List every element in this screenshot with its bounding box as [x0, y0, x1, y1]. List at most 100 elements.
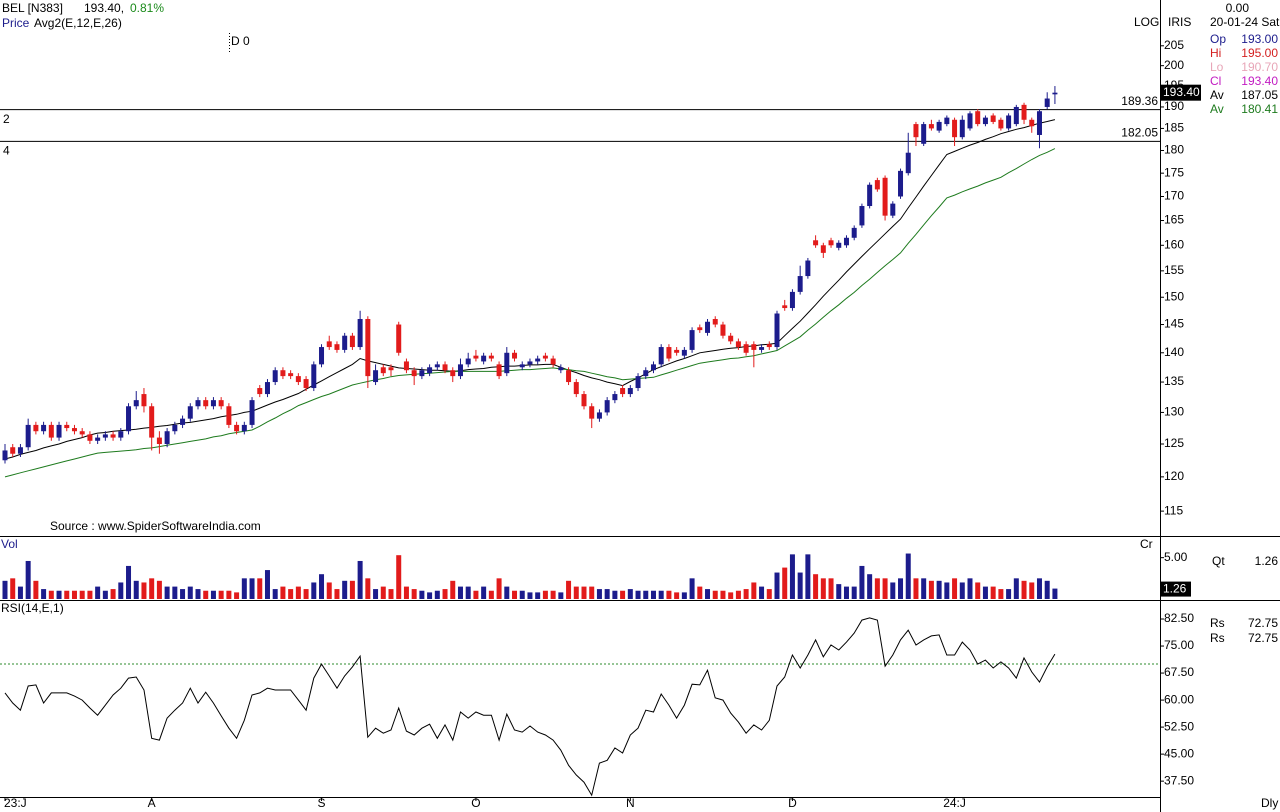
volume-bar	[982, 586, 988, 599]
level-tag: 4	[3, 144, 10, 158]
candle-body	[805, 260, 811, 277]
y-tick-label: 52.50	[1164, 719, 1194, 733]
candle-body	[349, 335, 355, 348]
volume-bar	[504, 586, 510, 599]
info-value: 195.00	[1241, 46, 1278, 60]
y-tick-label: 205	[1164, 38, 1184, 52]
volume-bar	[342, 580, 348, 599]
volume-bar	[813, 574, 819, 599]
candle-body	[921, 124, 927, 144]
candle-body	[573, 382, 579, 395]
y-tick-label: 125	[1164, 436, 1184, 450]
candle-body	[843, 237, 849, 246]
symbol-title: BEL [N383]	[2, 1, 63, 15]
volume-bar	[357, 560, 363, 599]
candle-body	[944, 117, 950, 125]
candle-body	[71, 428, 77, 432]
volume-bar	[735, 590, 741, 599]
candle-body	[25, 424, 31, 448]
volume-bar	[442, 589, 448, 599]
volume-bar	[820, 578, 826, 599]
volume-bar	[118, 582, 124, 599]
level-tag: 2	[3, 112, 10, 126]
volume-bar	[218, 590, 224, 599]
candle-body	[234, 424, 240, 432]
volume-bar	[596, 589, 602, 599]
candle-body	[697, 327, 703, 331]
volume-bar	[928, 580, 934, 599]
candle-body	[465, 358, 471, 365]
candle-body	[519, 364, 525, 368]
volume-bar	[728, 592, 734, 599]
volume-bar	[512, 590, 518, 599]
source: Source : www.SpiderSoftwareIndia.com	[50, 519, 261, 533]
candle-body	[774, 313, 780, 348]
volume-bar	[434, 590, 440, 599]
change-points: 0.00	[1226, 1, 1250, 15]
price-box-label: 193.40	[1163, 85, 1200, 99]
volume-bar	[697, 586, 703, 599]
candle-body	[627, 388, 633, 395]
volume-bar	[581, 586, 587, 599]
candle-body	[373, 370, 379, 383]
volume-bar	[898, 578, 904, 599]
volume-bar	[280, 586, 286, 599]
candle-body	[1021, 104, 1027, 120]
info-label: Hi	[1210, 46, 1221, 60]
y-tick-label: 145	[1164, 317, 1184, 331]
volume-bar	[604, 589, 610, 599]
volume-bar	[705, 589, 711, 599]
candle-body	[581, 394, 587, 407]
volume-readout-label: Qt	[1212, 554, 1225, 568]
volume-bar	[488, 590, 494, 599]
volume-bar	[805, 554, 811, 599]
candle-body	[17, 447, 23, 454]
candle-body	[766, 344, 772, 348]
y-tick-label: 67.50	[1164, 665, 1194, 679]
volume-bar	[612, 590, 618, 599]
level-label: 182.05	[1121, 126, 1158, 140]
candle-body	[10, 447, 16, 454]
volume-bar	[427, 592, 433, 599]
candle-body	[326, 341, 332, 348]
candle-body	[419, 370, 425, 377]
volume-bar	[187, 586, 193, 599]
volume-bar	[496, 578, 502, 599]
rsi-readout-label: Rs	[1210, 631, 1225, 645]
candle-body	[488, 355, 494, 359]
candle-body	[442, 364, 448, 371]
y-tick-label: 135	[1164, 374, 1184, 388]
info-value: 193.40	[1241, 74, 1278, 88]
candle-body	[589, 406, 595, 419]
candle-body	[257, 388, 263, 395]
volume-bar	[535, 592, 541, 599]
candle-body	[48, 424, 54, 438]
volume-bar	[558, 592, 564, 599]
volume-bar	[180, 589, 186, 599]
candle-body	[898, 170, 904, 197]
candle-body	[735, 341, 741, 348]
candle-body	[650, 364, 656, 371]
candle-body	[481, 355, 487, 362]
candle-body	[87, 434, 93, 441]
candle-body	[867, 184, 873, 207]
y-tick-label: 150	[1164, 289, 1184, 303]
volume-bar	[388, 589, 394, 599]
volume-bar	[519, 590, 525, 599]
volume-bar	[264, 570, 270, 599]
x-tick-label: 23:J	[4, 796, 27, 810]
candle-body	[427, 367, 433, 374]
volume-bar	[789, 554, 795, 599]
y-tick-label: 75.00	[1164, 638, 1194, 652]
moving-average	[4, 148, 1056, 478]
volume-bar	[836, 584, 842, 599]
candle-body	[272, 370, 278, 383]
volume-bar	[759, 586, 765, 599]
price-label: Price	[2, 16, 30, 30]
candle-body	[156, 437, 162, 445]
x-tick-label: N	[626, 796, 635, 810]
candle-body	[357, 318, 363, 348]
y-tick-label: 200	[1164, 58, 1184, 72]
